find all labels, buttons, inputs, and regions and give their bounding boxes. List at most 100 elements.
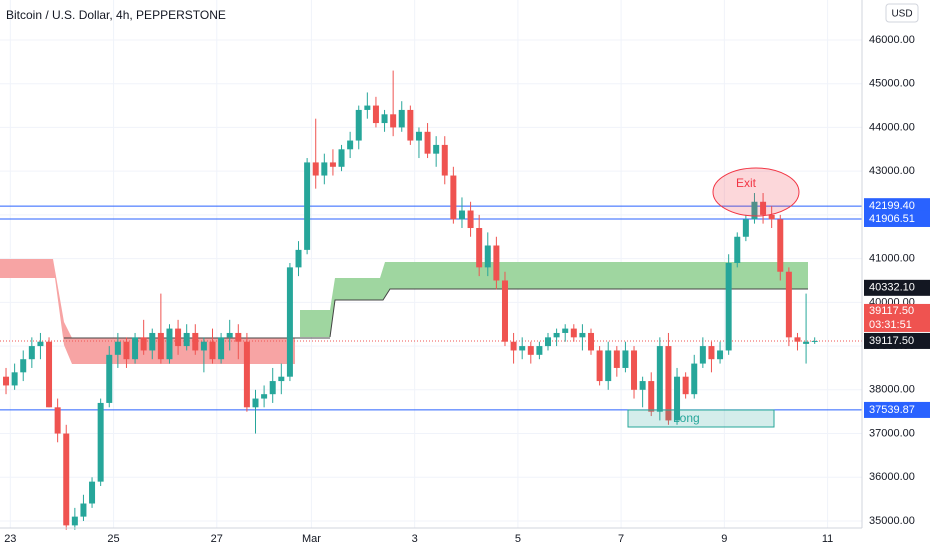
price-tag-label: 40332.10 [869,282,915,294]
candle-body [510,341,517,351]
candle-body [200,341,207,351]
candle-body [132,337,139,360]
y-tick-label: 44000.00 [869,121,915,133]
candle-body [261,394,268,399]
candle-body [622,350,629,368]
currency: USD [891,9,912,20]
candle-body [114,341,121,355]
candle-body [665,346,672,421]
candle-body [811,340,818,342]
x-tick-label: 9 [721,533,727,545]
candle-body [347,140,354,150]
candle-body [398,109,405,128]
exit-marker [712,167,800,217]
price-tag [864,210,930,227]
candle-body [226,332,233,338]
candle-body [235,332,242,342]
candle-body [450,175,457,220]
candle-body [424,131,431,154]
candle-body [536,346,543,355]
x-tick-label: 25 [107,533,119,545]
candle-body [355,109,362,141]
candle-body [639,381,646,390]
candle-body [278,376,285,382]
exit-label: Exit [736,176,757,190]
candle-body [11,372,18,386]
candle-body [725,262,732,351]
price-tag-label: 42199.40 [869,200,915,212]
y-tick-label: 43000.00 [869,165,915,177]
candle-body [493,245,500,281]
candle-body [312,162,319,176]
x-tick-label: 23 [4,533,16,545]
candle-body [605,350,612,382]
y-tick-label: 37000.00 [869,427,915,439]
price-tag-label: 37539.87 [869,404,915,416]
candle-body [80,503,87,517]
candle-body [364,105,371,110]
x-tick-label: 11 [822,533,833,545]
candle-body [252,398,259,408]
candle-body [407,109,414,141]
candle-body [218,337,225,360]
candle-body [338,149,345,167]
candle-body [321,162,328,176]
candle-body [467,210,474,229]
candle-body [794,337,801,342]
candle-body [458,210,465,220]
candle-body [286,267,293,377]
candle-body [54,407,61,434]
candle-body [562,328,569,333]
candle-body [295,249,302,268]
price-tag-label: 41906.51 [869,213,915,225]
candle-body [28,346,35,360]
candle-body [674,376,681,421]
candle-body [123,341,130,360]
candle-body [734,236,741,263]
candle-body [166,328,173,360]
y-tick-label: 36000.00 [869,471,915,483]
candle-body [269,381,276,395]
candle-body [381,114,388,124]
candle-body [209,341,216,360]
candle-body [441,144,448,176]
candles [3,70,818,530]
currency-box[interactable] [885,3,919,23]
candle-body [742,219,749,237]
candle-body [760,201,767,215]
x-tick-label: 7 [618,533,624,545]
countdown: 03:31:51 [869,319,912,331]
candle-body [97,402,104,482]
candle-body [588,332,595,351]
grid [0,0,862,528]
candle-body [527,346,534,355]
price-tag-label: 39117.50 [869,305,914,317]
candle-body [329,162,336,167]
candle-body [631,350,638,390]
candle-body [37,341,44,347]
y-tick-label: 46000.00 [869,34,915,46]
candle-body [106,354,113,403]
candle-body [699,346,706,364]
candle-body [390,114,397,128]
candle-body [192,332,199,351]
band-edge [329,288,808,338]
candle-body [476,228,483,268]
y-tick-label: 35000.00 [869,515,915,527]
candle-body [71,516,78,526]
price-tag [864,332,930,349]
chart-title: Bitcoin / U.S. Dollar, 4h, PEPPERSTONE [6,8,226,22]
price-tag [864,303,930,332]
candle-body [175,328,182,347]
candle-body [751,201,758,220]
candle-body [682,376,689,395]
price-tag [864,279,930,296]
candle-body [613,350,620,368]
y-tick-label: 45000.00 [869,78,915,90]
candle-body [243,341,250,408]
candle-body [544,337,551,347]
candle-body [656,346,663,412]
candle-body [596,350,603,382]
x-tick-label: 27 [211,533,223,545]
x-tick-label: 5 [515,533,521,545]
